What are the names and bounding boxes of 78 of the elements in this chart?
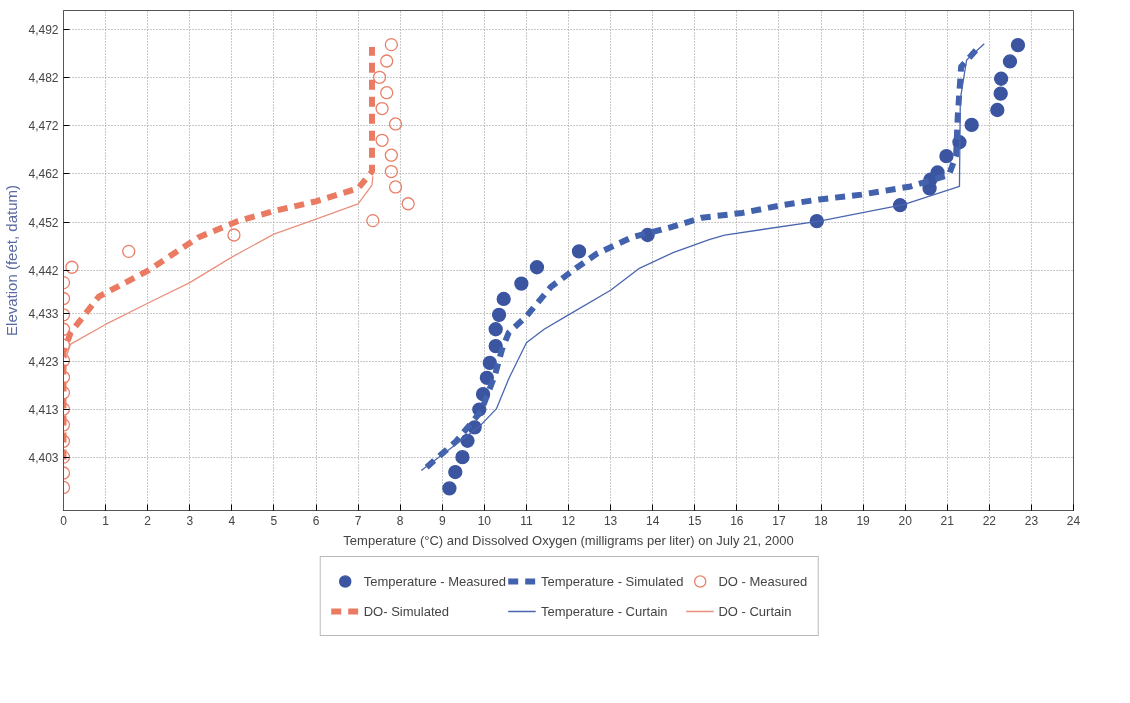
legend-label: Temperature - Curtain (541, 603, 668, 619)
y-tick-label: 4,492 (28, 23, 59, 38)
point (401, 197, 415, 211)
point (496, 291, 511, 307)
x-tick-label: 13 (603, 513, 618, 528)
y-tick-label: 4,482 (28, 71, 59, 86)
x-tick-label: 6 (312, 513, 320, 528)
y-tick-label: 4,423 (28, 354, 59, 369)
y-tick-label: 4,452 (28, 215, 59, 230)
point (384, 148, 398, 162)
legend-label: DO - Curtain (718, 603, 792, 619)
point (448, 464, 463, 480)
point (455, 450, 470, 465)
line-series (64, 175, 374, 360)
legend-label: Temperature - Measured (363, 573, 507, 589)
x-tick-label: 24 (1066, 513, 1081, 528)
x-tick-label: 8 (396, 513, 404, 528)
y-tick-label: 4,433 (28, 306, 59, 321)
point (122, 244, 136, 258)
point (388, 117, 403, 131)
x-tick-label: 9 (438, 513, 446, 528)
x-tick-label: 19 (856, 513, 871, 528)
point (366, 213, 380, 228)
y-tick-label: 4,472 (28, 119, 59, 134)
point (460, 433, 475, 448)
x-tick-label: 14 (645, 513, 660, 528)
legend-label: DO- Simulated (363, 603, 449, 619)
x-tick-label: 12 (561, 513, 576, 528)
point (375, 133, 389, 147)
legend-label: Temperature - Simulated (541, 573, 684, 589)
point (488, 322, 503, 337)
x-tick-label: 22 (982, 513, 997, 528)
x-tick-label: 11 (520, 513, 533, 528)
y-tick-label: 4,413 (28, 403, 59, 418)
point (993, 71, 1009, 86)
x-axis-title: Temperature (°C) and Dissolved Oxygen (milligrams per liter) on July 21, 2000 (343, 532, 794, 548)
point (388, 180, 403, 194)
point (384, 38, 398, 52)
x-tick-label: 20 (898, 513, 913, 528)
x-tick-label: 18 (814, 513, 828, 528)
y-tick-label: 4,462 (28, 167, 59, 182)
point (964, 117, 979, 133)
y-tick-label: 4,403 (28, 451, 59, 466)
point (384, 164, 398, 179)
x-tick-label: 4 (228, 513, 236, 528)
x-tick-label: 5 (270, 513, 278, 528)
legend-label: DO - Measured (718, 573, 808, 589)
x-tick-label: 0 (60, 513, 68, 528)
x-tick-label: 15 (688, 513, 702, 528)
point (491, 307, 507, 322)
point (571, 244, 587, 259)
x-tick-label: 3 (186, 513, 194, 528)
x-tick-label: 21 (940, 513, 955, 528)
point (65, 260, 79, 274)
point (372, 70, 387, 84)
x-tick-label: 2 (144, 513, 152, 528)
point (227, 228, 241, 242)
x-tick-label: 1 (102, 513, 110, 528)
point (375, 101, 389, 116)
point (1010, 37, 1026, 53)
point (529, 260, 545, 275)
point (993, 86, 1008, 101)
point (482, 355, 497, 371)
x-tick-label: 16 (730, 513, 744, 528)
x-tick-label: 23 (1024, 513, 1039, 528)
point (380, 86, 394, 100)
point (442, 481, 457, 496)
x-tick-label: 10 (477, 513, 492, 528)
x-tick-label: 17 (772, 513, 786, 528)
x-tick-label: 7 (354, 513, 362, 528)
point (488, 338, 503, 354)
point (514, 276, 529, 291)
point (1002, 54, 1018, 69)
point (990, 102, 1005, 118)
y-tick-label: 4,442 (28, 263, 59, 278)
y-axis-title: Elevation (feet, datum) (3, 185, 21, 336)
point (380, 54, 394, 68)
point (939, 149, 954, 164)
